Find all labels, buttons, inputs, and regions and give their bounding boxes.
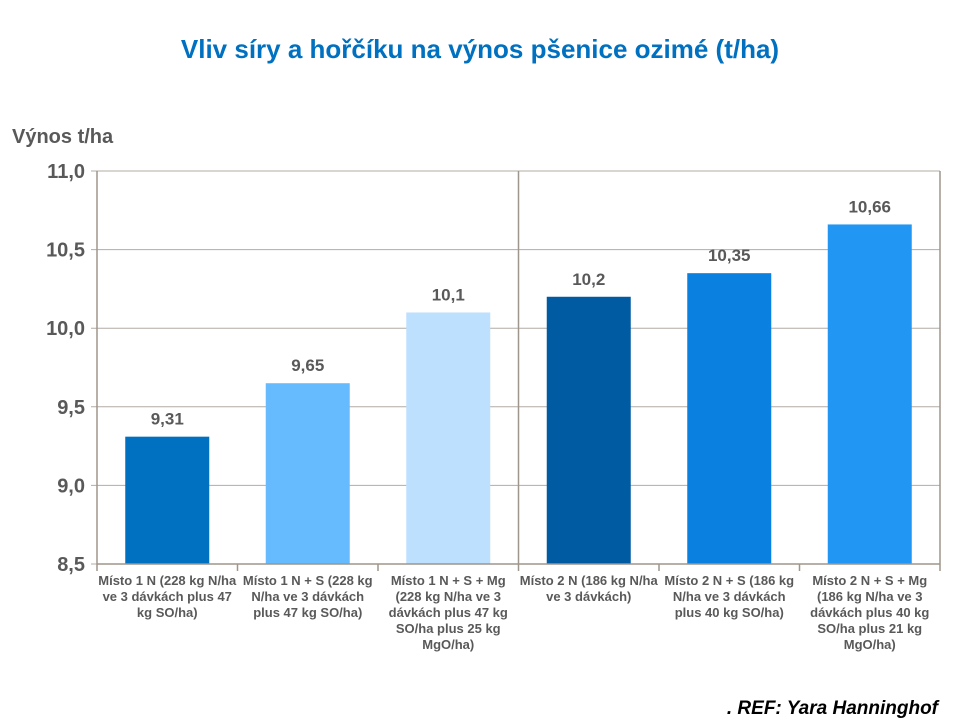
plot-frame (96, 171, 941, 571)
y-tick-label-5: 11,0 (47, 161, 85, 183)
data-label-5: 10,35 (708, 246, 751, 265)
category-label-3: Místo 1 N + S + Mg (228 kg N/ha ve 3 dáv… (388, 573, 508, 652)
bar-3 (406, 312, 491, 564)
y-tick-label-0: 8,5 (57, 554, 85, 576)
category-label-2: Místo 1 N + S (228 kg N/ha ve 3 dávkách … (242, 573, 373, 620)
data-label-1: 9,31 (151, 410, 184, 429)
data-label-3: 10,1 (432, 285, 465, 304)
gridlines (91, 170, 940, 565)
bar-5 (687, 273, 772, 564)
category-label-1: Místo 1 N (228 kg N/ha ve 3 dávkách plus… (98, 573, 237, 620)
data-label-4: 10,2 (572, 270, 605, 289)
data-label-2: 9,65 (291, 356, 324, 375)
chart-title: Vliv síry a hořčíku na výnos pšenice ozi… (180, 34, 780, 64)
y-tick-label-4: 10,5 (46, 240, 85, 262)
category-label-4: Místo 2 N (186 kg N/ha ve 3 dávkách) (519, 573, 658, 604)
category-label-5: Místo 2 N + S (186 kg N/ha ve 3 dávkách … (664, 573, 795, 620)
y-tick-label-3: 10,0 (46, 318, 85, 340)
data-labels: 9,31 9,65 10,1 10,2 10,35 10,66 (151, 197, 891, 428)
bar-4 (546, 296, 631, 564)
reference-note: . REF: Yara Hanninghof (726, 698, 938, 719)
bar-1 (125, 436, 210, 564)
bars (125, 224, 912, 564)
y-tick-label-1: 9,0 (57, 475, 85, 497)
category-label-6: Místo 2 N + S + Mg (186 kg N/ha ve 3 dáv… (810, 573, 930, 652)
y-tick-labels: 8,5 9,0 9,5 10,0 10,5 11,0 (46, 161, 85, 576)
y-tick-label-2: 9,5 (57, 397, 85, 419)
data-label-6: 10,66 (848, 197, 891, 216)
bar-6 (827, 224, 912, 564)
y-axis-label: Výnos t/ha (12, 126, 114, 148)
bar-2 (265, 383, 350, 564)
